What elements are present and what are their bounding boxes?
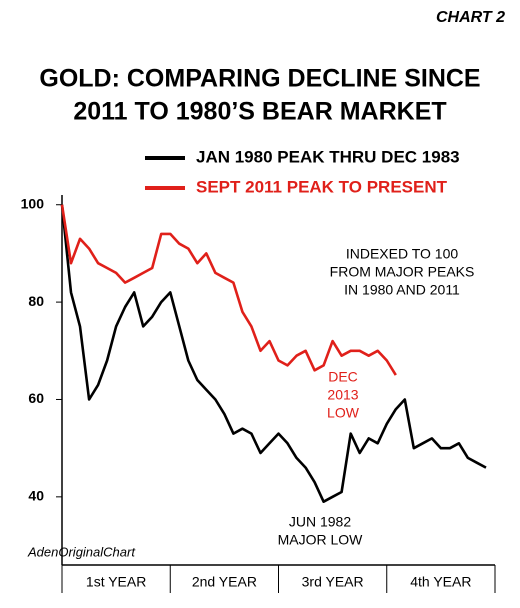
annotation: JUN 1982 bbox=[289, 514, 351, 530]
chart-kicker: CHART 2 bbox=[436, 9, 505, 26]
y-tick-label: 40 bbox=[28, 488, 44, 504]
annotation: MAJOR LOW bbox=[278, 532, 364, 548]
x-tick-label: 4th YEAR bbox=[410, 574, 471, 590]
y-tick-label: 60 bbox=[28, 390, 44, 406]
y-tick-label: 80 bbox=[28, 293, 44, 309]
x-tick-label: 3rd YEAR bbox=[302, 574, 364, 590]
x-tick-label: 1st YEAR bbox=[86, 574, 146, 590]
y-tick-label: 100 bbox=[21, 195, 45, 211]
annotation: INDEXED TO 100 bbox=[346, 246, 459, 262]
legend-label: SEPT 2011 PEAK TO PRESENT bbox=[196, 177, 448, 196]
legend-label: JAN 1980 PEAK THRU DEC 1983 bbox=[196, 147, 460, 166]
annotation: FROM MAJOR PEAKS bbox=[330, 264, 475, 280]
annotation: LOW bbox=[327, 405, 360, 421]
series-line bbox=[60, 204, 487, 504]
series-line bbox=[60, 204, 397, 376]
annotation: 2013 bbox=[327, 387, 358, 403]
annotation: DEC bbox=[328, 369, 358, 385]
annotation: IN 1980 AND 2011 bbox=[344, 282, 460, 298]
x-tick-label: 2nd YEAR bbox=[192, 574, 257, 590]
source: AdenOriginalChart bbox=[27, 544, 136, 559]
chart-title: 2011 TO 1980’S BEAR MARKET bbox=[73, 98, 446, 126]
chart-title: GOLD: COMPARING DECLINE SINCE bbox=[39, 65, 480, 93]
